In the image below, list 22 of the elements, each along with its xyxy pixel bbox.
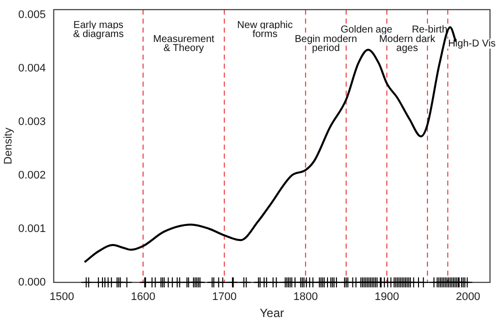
x-tick-label: 2000 — [456, 291, 480, 304]
annotation: High-D Vis — [448, 38, 496, 50]
x-tick-label: 1900 — [374, 291, 400, 304]
annotation: Golden age — [340, 24, 393, 36]
y-tick-label: 0.001 — [18, 222, 46, 235]
x-tick-label: 1500 — [50, 291, 74, 304]
x-tick-label: 1600 — [130, 291, 156, 304]
y-axis-title: Density — [2, 127, 15, 164]
annotation: Early maps & diagrams — [73, 20, 124, 40]
y-tick-label: 0.003 — [18, 116, 46, 128]
y-tick-label: 0.005 — [18, 8, 46, 21]
annotation: Measurement & Theory — [153, 34, 215, 54]
y-tick-label: 0.004 — [18, 62, 46, 74]
annotation: New graphic forms — [237, 20, 293, 40]
annotation: Re-birth — [412, 24, 448, 36]
annotation: Begin modern period — [294, 34, 358, 54]
y-tick-label: 0.000 — [18, 276, 46, 288]
x-tick-label: 1800 — [293, 291, 318, 304]
y-tick-label: 0.002 — [18, 169, 46, 182]
x-axis-title: Year — [260, 306, 284, 320]
annotation: Modern dark ages — [379, 34, 436, 54]
x-tick-label: 1700 — [212, 291, 237, 304]
